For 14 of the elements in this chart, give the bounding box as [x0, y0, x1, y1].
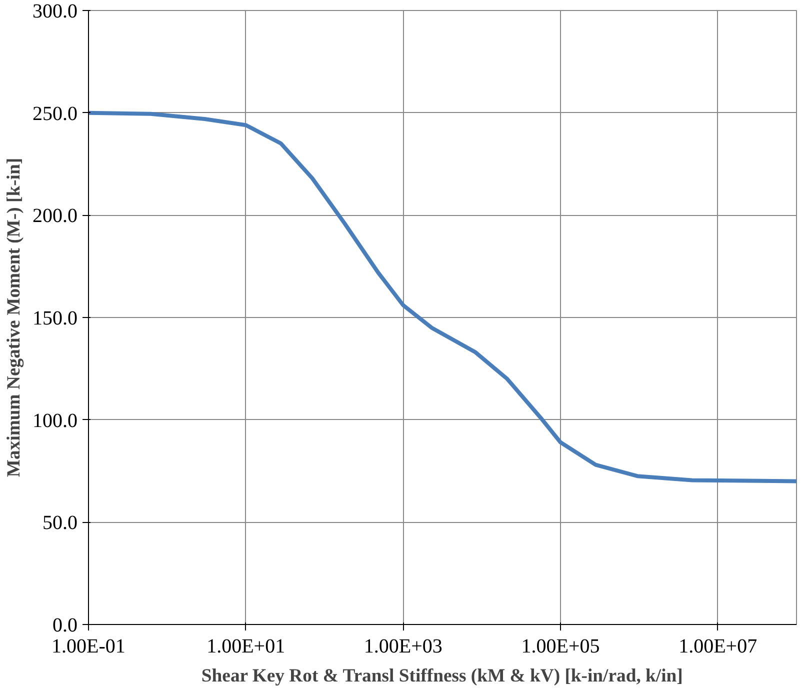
y-tick-label: 0.0 [52, 614, 78, 636]
y-axis-title: Maximum Negative Moment (M-) [k-in] [4, 158, 24, 478]
y-tick-label: 200.0 [32, 205, 78, 228]
x-tick-label: 1.00E+03 [364, 636, 442, 658]
x-tick-label: 1.00E+01 [206, 636, 286, 658]
y-tick-label: 250.0 [32, 102, 78, 125]
y-tick-label: 100.0 [32, 410, 78, 432]
x-axis-title: Shear Key Rot & Transl Stiffness (kM & kV) [k-in/rad, k/in] [201, 666, 683, 686]
y-tick-label: 150.0 [32, 308, 78, 330]
y-tick-label: 50.0 [42, 512, 78, 534]
y-tick-label: 300.0 [32, 0, 78, 22]
x-tick-label: 1.00E-01 [52, 636, 126, 658]
x-tick-label: 1.00E+05 [521, 636, 600, 658]
x-tick-label: 1.00E+07 [678, 636, 758, 658]
